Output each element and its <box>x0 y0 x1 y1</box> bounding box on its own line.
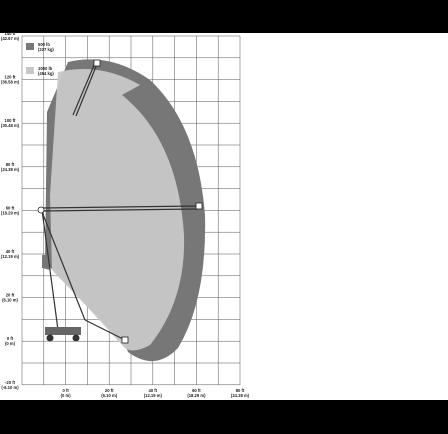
legend-label: 1000 lb <box>38 66 53 71</box>
x-label-metric: (6.10 m) <box>101 393 117 398</box>
x-label: 60 ft <box>192 388 201 393</box>
y-label: 80 ft <box>6 162 15 167</box>
x-label: 80 ft <box>236 388 245 393</box>
y-label-metric: (6.10 m) <box>2 298 18 303</box>
x-label-metric: (12.19 m) <box>144 393 163 398</box>
y-label-metric: (12.19 m) <box>1 254 20 259</box>
y-label-metric: (42.67 m) <box>1 36 20 41</box>
y-label: 100 ft <box>5 118 17 123</box>
legend-sublabel: (227 kg) <box>38 47 54 52</box>
y-label-metric: (30.48 m) <box>1 123 20 128</box>
boom <box>41 62 199 341</box>
x-label-metric: (0 m) <box>61 393 72 398</box>
platform-low <box>121 336 129 344</box>
legend-swatch <box>26 43 34 50</box>
x-label: 0 ft <box>62 388 69 393</box>
y-label: -20 ft <box>5 380 16 385</box>
y-label-metric: (18.29 m) <box>1 210 20 215</box>
legend-swatch <box>26 67 34 74</box>
legend: 500 lb (227 kg) 1000 lb (454 kg) <box>26 42 54 76</box>
legend-label: 500 lb <box>38 42 50 47</box>
y-label: 20 ft <box>6 293 15 298</box>
x-label: 40 ft <box>148 388 157 393</box>
y-label: 40 ft <box>6 249 15 254</box>
y-label: 60 ft <box>6 205 15 210</box>
x-label-metric: (24.38 m) <box>231 393 250 398</box>
axis-labels: 140 ft(42.67 m) 120 ft(36.58 m) 100 ft(30.… <box>1 31 250 398</box>
y-label: 120 ft <box>5 75 17 80</box>
y-label-metric: (36.58 m) <box>1 80 20 85</box>
platform-mid <box>195 202 203 210</box>
pivot <box>37 206 45 214</box>
y-label-metric: (24.38 m) <box>1 167 20 172</box>
y-label-metric: (-6.10 m) <box>1 385 19 390</box>
vehicle <box>45 327 81 342</box>
y-label-metric: (0 m) <box>5 341 16 346</box>
y-label: 140 ft <box>5 31 17 36</box>
platform-top <box>93 59 101 67</box>
x-label: 20 ft <box>105 388 114 393</box>
y-label: 0 ft <box>7 336 14 341</box>
x-label-metric: (18.29 m) <box>187 393 206 398</box>
legend-sublabel: (454 kg) <box>38 71 54 76</box>
